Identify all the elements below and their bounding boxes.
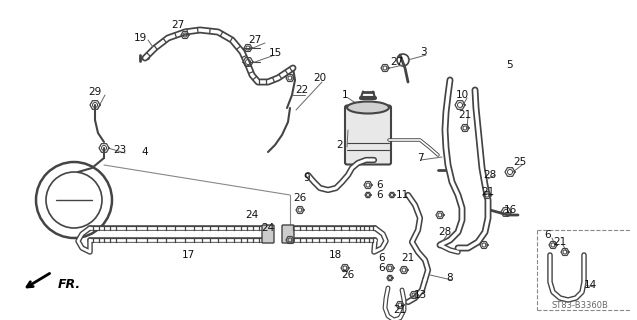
Text: 6: 6: [378, 263, 385, 273]
Text: 14: 14: [583, 280, 597, 290]
Ellipse shape: [347, 101, 389, 114]
Text: 27: 27: [171, 20, 185, 30]
Text: ST83-B3360B: ST83-B3360B: [552, 300, 608, 309]
Text: 22: 22: [296, 85, 308, 95]
FancyBboxPatch shape: [262, 225, 274, 243]
Text: 24: 24: [245, 210, 259, 220]
Text: 18: 18: [329, 250, 341, 260]
Text: 21: 21: [482, 187, 494, 197]
Text: 25: 25: [513, 157, 527, 167]
Text: 17: 17: [182, 250, 195, 260]
Text: 27: 27: [248, 35, 262, 45]
FancyBboxPatch shape: [345, 106, 391, 164]
FancyBboxPatch shape: [282, 225, 294, 243]
Text: 8: 8: [447, 273, 454, 283]
Text: 10: 10: [455, 90, 469, 100]
Text: 5: 5: [506, 60, 513, 70]
Text: 28: 28: [438, 227, 452, 237]
Text: 21: 21: [401, 253, 415, 263]
Text: 16: 16: [503, 205, 517, 215]
Text: 19: 19: [133, 33, 147, 43]
Text: 26: 26: [341, 270, 355, 280]
Text: 24: 24: [261, 223, 275, 233]
Text: 27: 27: [390, 57, 404, 67]
Text: 20: 20: [313, 73, 327, 83]
Text: 13: 13: [413, 290, 427, 300]
Text: FR.: FR.: [58, 278, 81, 292]
Text: 11: 11: [396, 190, 408, 200]
Text: 21: 21: [394, 305, 406, 315]
Text: 3: 3: [420, 47, 426, 57]
Text: 21: 21: [459, 110, 471, 120]
Text: 26: 26: [294, 193, 306, 203]
Text: 15: 15: [268, 48, 282, 58]
Text: 4: 4: [141, 147, 148, 157]
Text: 6: 6: [378, 253, 385, 263]
Text: 6: 6: [545, 230, 551, 240]
Text: 21: 21: [554, 237, 567, 247]
Text: 6: 6: [376, 180, 383, 190]
Text: 7: 7: [417, 153, 424, 163]
Text: 28: 28: [483, 170, 497, 180]
Text: 9: 9: [304, 173, 310, 183]
Text: 2: 2: [337, 140, 343, 150]
Text: 1: 1: [341, 90, 348, 100]
Text: 6: 6: [376, 190, 383, 200]
Text: 29: 29: [89, 87, 102, 97]
Text: 23: 23: [113, 145, 127, 155]
